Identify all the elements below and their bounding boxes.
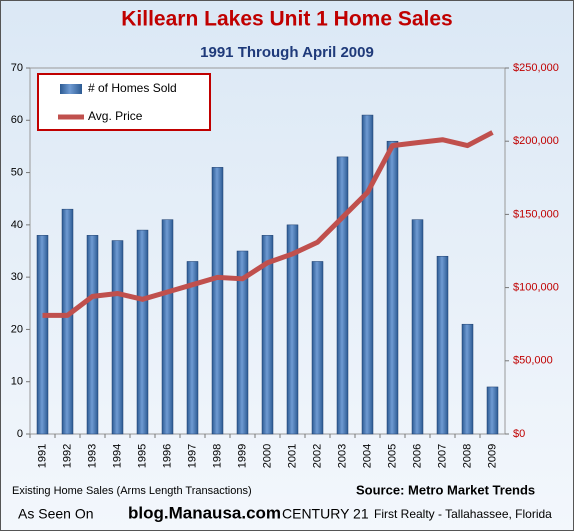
source: Source: Metro Market Trends: [356, 482, 535, 497]
y-tick-label: 70: [11, 62, 23, 74]
x-tick-label: 1998: [211, 444, 223, 468]
bar: [386, 140, 399, 435]
footer-text: As Seen On: [18, 506, 94, 522]
bar: [61, 208, 74, 435]
bar: [361, 114, 374, 435]
y-tick-label: 50: [11, 166, 23, 178]
line: [42, 130, 494, 318]
bar: [436, 255, 449, 435]
footer-office: First Realty - Tallahassee, Florida: [374, 507, 552, 521]
chart-title: Killearn Lakes Unit 1 Home Sales: [121, 8, 452, 31]
y-tick-label: 40: [11, 219, 23, 231]
x-tick-label: 2006: [411, 444, 423, 468]
x-tick-label: 2007: [436, 444, 448, 468]
y-tick-label: 20: [11, 323, 23, 335]
x-tick-label: 2005: [386, 444, 398, 468]
bar: [286, 224, 299, 435]
y2-tick-label: $150,000: [513, 208, 559, 220]
footer-brand: CENTURY 21: [282, 506, 369, 522]
legend-label: # of Homes Sold: [88, 81, 177, 95]
x-tick-label: 2002: [311, 444, 323, 468]
legend-swatch: [60, 84, 82, 94]
footer-site: blog.Manausa.com: [128, 503, 281, 522]
x-tick-label: 1992: [61, 444, 73, 468]
x-tick-label: 1995: [136, 444, 148, 468]
x-tick-label: 2001: [286, 444, 298, 468]
x-tick-label: 1991: [36, 444, 48, 468]
y2-tick-label: $0: [513, 428, 525, 440]
footnote: Existing Home Sales (Arms Length Transac…: [12, 485, 252, 497]
x-tick-label: 2008: [461, 444, 473, 468]
bar: [211, 167, 224, 435]
y2-tick-label: $250,000: [513, 62, 559, 74]
bar: [486, 386, 499, 435]
legend-label: Avg. Price: [88, 109, 143, 123]
bar: [461, 323, 474, 435]
bar: [111, 240, 124, 435]
x-tick-label: 1994: [111, 444, 123, 468]
legend-box: [37, 73, 211, 131]
bar: [261, 235, 274, 435]
bar: [411, 219, 424, 435]
y-tick-label: 10: [11, 376, 23, 388]
chart-subtitle: 1991 Through April 2009: [200, 44, 374, 61]
bar: [136, 229, 149, 435]
x-tick-label: 2000: [261, 444, 273, 468]
x-tick-label: 2004: [361, 444, 373, 468]
x-tick-label: 2003: [336, 444, 348, 468]
x-tick-label: 1993: [86, 444, 98, 468]
x-tick-label: 1999: [236, 444, 248, 468]
y2-tick-label: $50,000: [513, 355, 553, 367]
x-tick-label: 2009: [486, 444, 498, 468]
y-tick-label: 0: [17, 428, 23, 440]
bar: [161, 219, 174, 435]
y2-tick-label: $200,000: [513, 135, 559, 147]
bar: [236, 250, 249, 435]
bar: [186, 261, 199, 435]
bar: [86, 235, 99, 435]
bar: [311, 261, 324, 435]
bar: [36, 235, 49, 435]
x-tick-label: 1996: [161, 444, 173, 468]
y-tick-label: 60: [11, 114, 23, 126]
x-tick-label: 1997: [186, 444, 198, 468]
bar: [336, 156, 349, 435]
y2-tick-label: $100,000: [513, 282, 559, 294]
y-tick-label: 30: [11, 271, 23, 283]
